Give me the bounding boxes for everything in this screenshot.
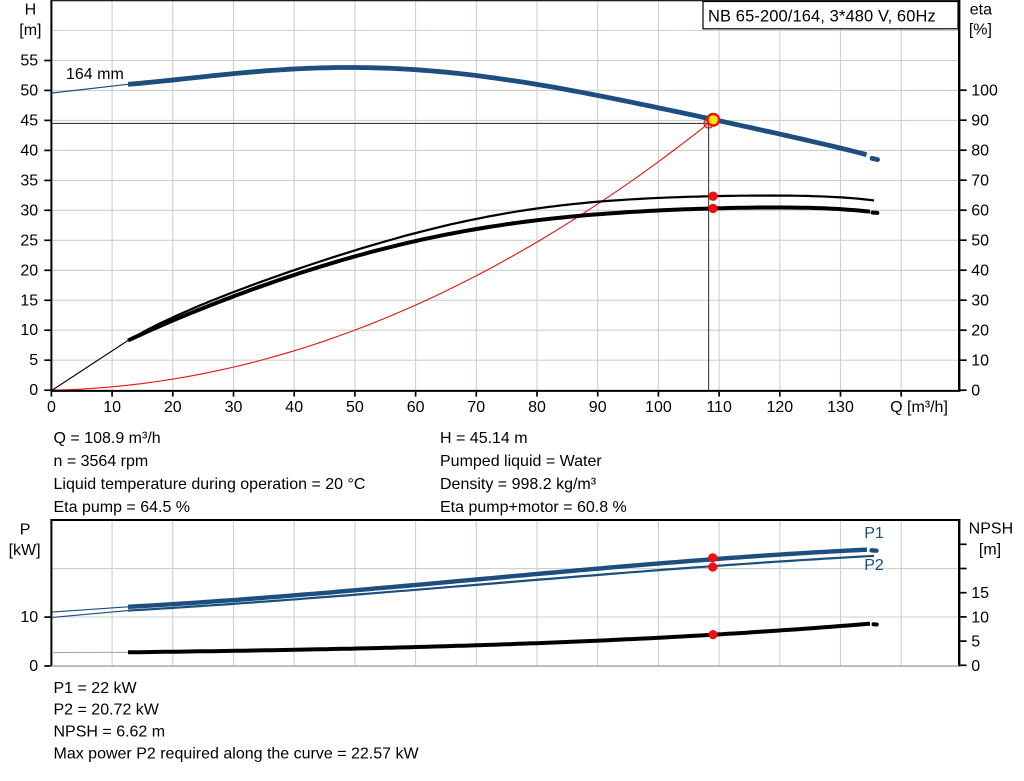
svg-text:Eta pump = 64.5 %: Eta pump = 64.5 % [54, 499, 191, 516]
svg-text:eta: eta [970, 2, 992, 19]
svg-text:Q [m³/h]: Q [m³/h] [890, 399, 948, 416]
svg-text:Density = 998.2 kg/m³: Density = 998.2 kg/m³ [440, 476, 597, 493]
svg-text:Liquid temperature during oper: Liquid temperature during operation = 20… [54, 476, 366, 493]
svg-text:60: 60 [407, 399, 425, 416]
svg-text:110: 110 [706, 399, 732, 416]
svg-text:0: 0 [971, 658, 980, 675]
svg-text:100: 100 [971, 83, 998, 100]
svg-text:40: 40 [971, 263, 989, 280]
svg-text:30: 30 [20, 202, 38, 219]
svg-text:35: 35 [20, 172, 38, 189]
svg-text:120: 120 [766, 399, 793, 416]
svg-text:30: 30 [225, 399, 243, 416]
svg-text:10: 10 [103, 399, 121, 416]
svg-text:50: 50 [971, 233, 989, 250]
svg-text:50: 50 [346, 399, 364, 416]
svg-text:164 mm: 164 mm [66, 66, 124, 83]
svg-text:60: 60 [971, 203, 989, 220]
svg-text:55: 55 [20, 53, 38, 70]
svg-text:5: 5 [971, 634, 980, 651]
svg-text:0: 0 [29, 382, 38, 399]
svg-text:10: 10 [971, 353, 989, 370]
svg-text:50: 50 [20, 82, 38, 99]
svg-text:5: 5 [29, 352, 38, 369]
svg-text:P2 = 20.72 kW: P2 = 20.72 kW [54, 702, 160, 719]
svg-text:20: 20 [164, 399, 182, 416]
svg-text:[m]: [m] [19, 22, 41, 39]
svg-text:45: 45 [20, 112, 38, 129]
svg-text:15: 15 [20, 292, 38, 309]
svg-text:Eta pump+motor = 60.8 %: Eta pump+motor = 60.8 % [440, 499, 627, 516]
svg-text:0: 0 [47, 399, 56, 416]
svg-text:P: P [20, 522, 31, 539]
svg-text:[m]: [m] [979, 542, 1001, 559]
svg-text:70: 70 [971, 173, 989, 190]
svg-text:70: 70 [467, 399, 485, 416]
svg-text:40: 40 [20, 142, 38, 159]
svg-text:NB 65-200/164, 3*480 V, 60Hz: NB 65-200/164, 3*480 V, 60Hz [708, 8, 936, 26]
svg-text:100: 100 [645, 399, 672, 416]
svg-text:P2: P2 [864, 557, 884, 574]
svg-text:90: 90 [589, 399, 607, 416]
svg-text:[kW]: [kW] [9, 542, 41, 559]
svg-text:130: 130 [827, 399, 854, 416]
svg-text:Pumped liquid = Water: Pumped liquid = Water [440, 453, 602, 470]
svg-text:Q = 108.9 m³/h: Q = 108.9 m³/h [54, 430, 161, 447]
svg-text:20: 20 [20, 262, 38, 279]
svg-text:0: 0 [971, 383, 980, 400]
svg-text:30: 30 [971, 293, 989, 310]
svg-text:0: 0 [29, 658, 38, 675]
svg-text:Max power P2 required along th: Max power P2 required along the curve = … [54, 745, 420, 762]
svg-text:NPSH = 6.62 m: NPSH = 6.62 m [54, 724, 166, 741]
svg-text:80: 80 [528, 399, 546, 416]
svg-text:80: 80 [971, 143, 989, 160]
svg-text:10: 10 [20, 609, 38, 626]
svg-text:n = 3564 rpm: n = 3564 rpm [54, 453, 149, 470]
svg-text:90: 90 [971, 113, 989, 130]
svg-text:P1 = 22 kW: P1 = 22 kW [54, 680, 138, 697]
svg-text:20: 20 [971, 323, 989, 340]
svg-text:H = 45.14 m: H = 45.14 m [440, 430, 528, 447]
svg-text:P1: P1 [864, 525, 884, 542]
svg-text:10: 10 [971, 609, 989, 626]
svg-text:40: 40 [285, 399, 303, 416]
svg-text:NPSH: NPSH [969, 521, 1013, 538]
svg-text:15: 15 [971, 585, 989, 602]
svg-text:25: 25 [20, 232, 38, 249]
svg-text:[%]: [%] [969, 22, 992, 39]
svg-text:10: 10 [20, 322, 38, 339]
svg-text:H: H [25, 2, 37, 19]
